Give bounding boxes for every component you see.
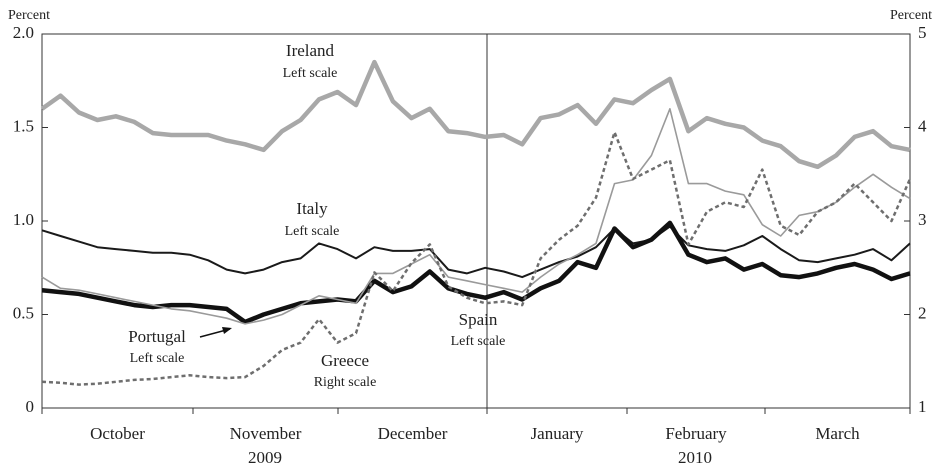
x-tick-label: October: [90, 424, 145, 443]
annotation: Right scale: [314, 375, 377, 390]
y2-tick-label: 3: [918, 210, 927, 229]
annotation: Left scale: [130, 351, 185, 366]
series-line: [41, 225, 911, 279]
x-tick-label: January: [531, 424, 584, 443]
x-tick-label: November: [230, 424, 302, 443]
annotation: Greece: [321, 351, 369, 370]
y-tick-label: 1.5: [13, 116, 34, 135]
annotation: Italy: [296, 199, 328, 218]
year-label: 2010: [678, 448, 712, 467]
y2-axis-title: Percent: [890, 8, 932, 23]
y2-tick-label: 1: [918, 397, 927, 416]
y-tick-label: 0.5: [13, 303, 34, 322]
y-tick-label: 2.0: [13, 23, 34, 42]
annotation: Left scale: [285, 224, 340, 239]
annotation: Left scale: [283, 66, 338, 81]
y-axis-title: Percent: [8, 8, 50, 23]
series-line: [40, 59, 911, 170]
x-tick-label: March: [815, 424, 860, 443]
y2-tick-label: 4: [918, 116, 927, 135]
portugal-arrowhead: [222, 327, 232, 334]
y-tick-label: 0: [26, 397, 35, 416]
x-tick-label: February: [665, 424, 727, 443]
x-tick-label: December: [378, 424, 448, 443]
annotation: Left scale: [451, 334, 506, 349]
series-line: [41, 220, 911, 325]
y2-tick-label: 2: [918, 303, 927, 322]
annotation: Spain: [459, 310, 498, 329]
annotation: Ireland: [286, 41, 335, 60]
year-label: 2009: [248, 448, 282, 467]
series-line: [41, 130, 912, 386]
y-tick-label: 1.0: [13, 210, 34, 229]
y2-tick-label: 5: [918, 23, 927, 42]
annotation: Portugal: [128, 327, 186, 346]
series-line: [41, 108, 911, 325]
